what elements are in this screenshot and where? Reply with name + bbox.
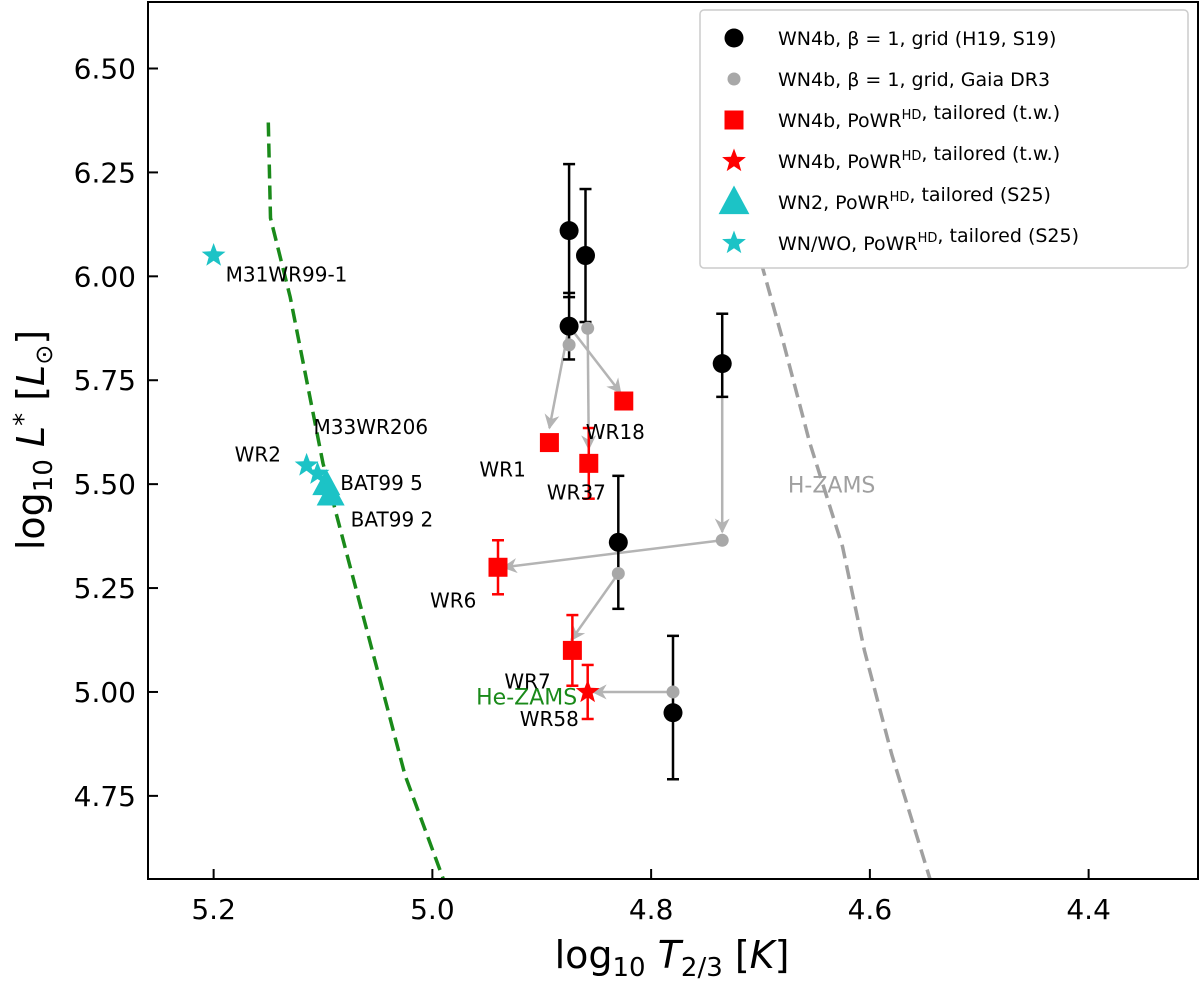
legend-label: WN2, PoWRHD, tailored (S25) [778,184,1051,214]
point-label: WR1 [479,458,525,482]
y-tick-label: 5.50 [74,468,136,501]
data-point [488,557,508,577]
point-label: WR7 [504,669,550,693]
point-label: BAT99 5 [340,471,423,495]
legend-label: WN4b, PoWRHD, tailored (t.w.) [778,102,1060,132]
point-label: WR6 [430,588,476,612]
legend-marker [724,110,744,130]
data-point [294,452,319,476]
gaia-point [581,321,595,335]
he-zams-label: He-ZAMS [476,685,577,710]
grid-point [608,532,628,552]
legend-marker [727,72,741,86]
he-zams-track [266,122,445,880]
y-tick-label: 6.00 [74,260,136,293]
grid-point [576,246,595,266]
data-point [575,679,600,703]
legend-label: WN/WO, PoWRHD, tailored (S25) [778,225,1079,255]
data-point [305,461,330,484]
x-axis-title: log10 T2/3 [K] [555,933,790,980]
shift-arrow [570,572,620,642]
gaia-point [611,567,625,581]
data-point [316,479,345,506]
gaia-point [562,338,576,352]
y-tick-label: 5.00 [74,676,136,709]
gaia-point [666,685,680,699]
legend: WN4b, β = 1, grid (H19, S19) WN4b, β = 1,… [699,9,1189,269]
point-label: M31WR99-1 [226,263,348,287]
plot-frame [147,1,1199,880]
point-label: WR37 [547,480,606,504]
y-tick-label: 6.50 [74,53,136,86]
shift-arrow [501,539,723,574]
point-label: WR58 [520,707,579,731]
x-tick-label: 4.8 [629,893,674,926]
h-zams-label: H-ZAMS [788,473,876,498]
data-point [539,433,559,453]
point-label: BAT99 2 [351,508,434,532]
legend-marker [718,185,750,215]
grid-point [712,354,732,374]
grid-point [663,703,683,723]
y-tick-label: 5.75 [74,364,136,397]
y-tick-label: 4.75 [74,780,136,813]
point-label: M33WR206 [314,415,429,439]
y-tick-label: 6.25 [74,156,136,189]
x-tick-label: 5.2 [191,893,236,926]
legend-box [699,9,1189,269]
y-tick-label: 5.25 [74,572,136,605]
x-tick-label: 4.4 [1066,893,1111,926]
data-point [562,640,582,660]
legend-marker [722,148,746,172]
data-point [579,453,599,473]
data-point [201,243,226,266]
legend-label: WN4b, β = 1, grid, Gaia DR3 [778,69,1050,91]
point-label: WR18 [586,420,645,444]
legend-label: WN4b, β = 1, grid (H19, S19) [778,28,1056,50]
legend-marker [724,28,744,48]
point-label: WR2 [235,442,281,466]
grid-point [559,316,579,336]
h-zams-track [742,201,932,880]
grid-point [559,221,579,241]
x-tick-label: 4.6 [848,893,893,926]
y-axis-title: log10 L* [L⊙] [9,330,59,550]
shift-arrow [568,325,622,394]
x-tick-label: 5.0 [410,893,455,926]
data-point [614,391,634,411]
legend-marker [722,230,746,254]
legend-label: WN4b, PoWRHD, tailored (t.w.) [778,143,1060,173]
gaia-point [715,533,729,547]
